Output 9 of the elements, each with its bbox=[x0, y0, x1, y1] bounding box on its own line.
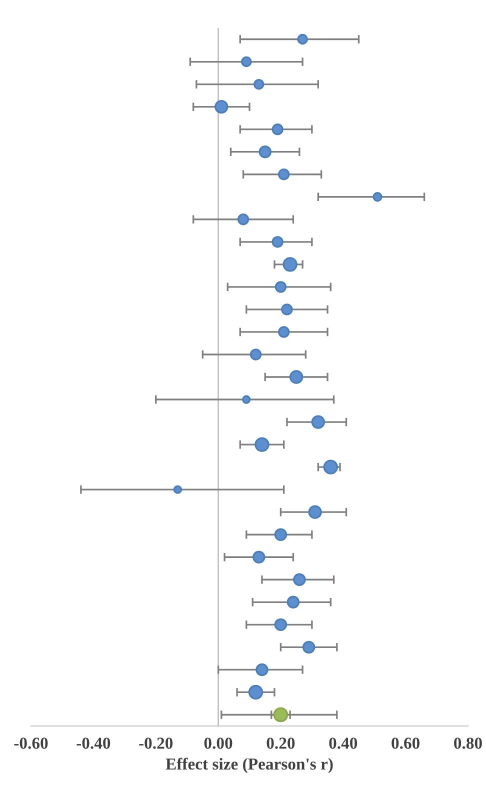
x-tick-label: 0.80 bbox=[454, 738, 482, 749]
x-tick-label: 0.20 bbox=[266, 738, 295, 749]
x-axis-title: Effect size (Pearson's r) bbox=[166, 758, 333, 774]
x-tick-label: -0.20 bbox=[139, 738, 173, 749]
x-tick-label: 0.60 bbox=[392, 738, 420, 749]
x-tick-label: 0.00 bbox=[204, 738, 232, 749]
x-tick-label: -0.40 bbox=[76, 738, 110, 749]
x-tick-label: 0.40 bbox=[329, 738, 358, 749]
x-tick-label: -0.60 bbox=[14, 738, 48, 749]
